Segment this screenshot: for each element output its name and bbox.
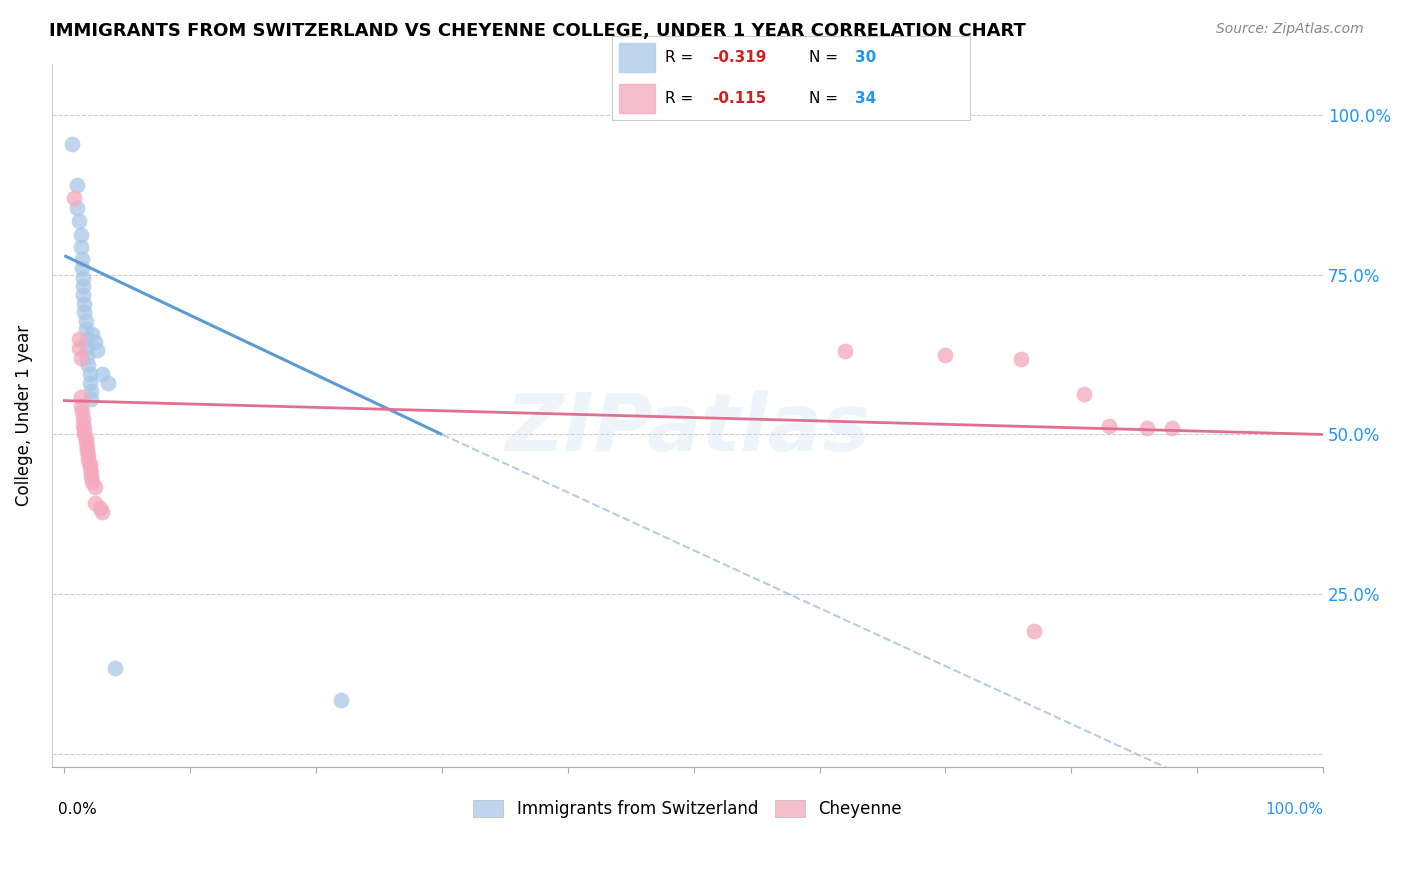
Point <box>69 332 91 346</box>
Text: IMMIGRANTS FROM SWITZERLAND VS CHEYENNE COLLEGE, UNDER 1 YEAR CORRELATION CHART: IMMIGRANTS FROM SWITZERLAND VS CHEYENNE … <box>49 22 1026 40</box>
Point <box>80 326 103 341</box>
Point <box>86 343 108 358</box>
Point <box>80 392 103 407</box>
Point <box>72 288 94 302</box>
Point <box>330 692 353 706</box>
Point <box>75 314 97 328</box>
Point <box>63 191 86 205</box>
Point <box>104 660 127 674</box>
Point <box>1022 624 1045 639</box>
Point <box>72 411 94 425</box>
Point <box>72 271 94 285</box>
Point <box>76 350 98 364</box>
Point <box>77 359 100 373</box>
Legend: Immigrants from Switzerland, Cheyenne: Immigrants from Switzerland, Cheyenne <box>467 794 908 825</box>
Point <box>70 252 93 266</box>
Point <box>70 405 93 419</box>
Point <box>72 417 94 432</box>
Y-axis label: College, Under 1 year: College, Under 1 year <box>15 325 32 506</box>
Point <box>77 448 100 462</box>
Point <box>91 367 114 381</box>
Point <box>76 440 98 454</box>
Point <box>1073 387 1095 401</box>
Point <box>70 261 93 276</box>
Point <box>97 376 120 391</box>
Bar <box>619 84 655 112</box>
Point <box>79 376 101 391</box>
Text: -0.115: -0.115 <box>711 91 766 106</box>
Text: R =: R = <box>665 50 699 65</box>
Point <box>60 136 83 151</box>
Point <box>89 500 111 515</box>
Point <box>69 391 91 405</box>
Text: N =: N = <box>808 50 842 65</box>
Text: 30: 30 <box>855 50 877 65</box>
Point <box>73 422 96 436</box>
Point <box>73 305 96 319</box>
Text: -0.319: -0.319 <box>711 50 766 65</box>
Point <box>1098 419 1121 434</box>
Point <box>1136 421 1159 435</box>
Point <box>80 475 103 490</box>
Point <box>83 480 105 494</box>
Point <box>69 240 91 254</box>
Point <box>75 322 97 336</box>
Point <box>80 470 103 484</box>
Point <box>72 279 94 293</box>
Text: 0.0%: 0.0% <box>58 802 97 817</box>
Point <box>69 341 91 355</box>
Point <box>1161 421 1184 435</box>
Point <box>79 458 101 472</box>
Point <box>80 384 103 398</box>
Text: R =: R = <box>665 91 699 106</box>
Point <box>79 461 101 475</box>
Point <box>75 435 97 450</box>
Point <box>80 466 103 480</box>
Point <box>76 332 98 346</box>
Point <box>69 228 91 243</box>
Point <box>75 431 97 445</box>
Bar <box>619 44 655 72</box>
Text: 34: 34 <box>855 91 877 106</box>
Point <box>79 367 101 381</box>
Point <box>76 340 98 354</box>
Text: 100.0%: 100.0% <box>1265 802 1323 817</box>
Point <box>73 427 96 442</box>
Point <box>69 399 91 413</box>
Point <box>834 344 856 359</box>
Point <box>66 178 89 193</box>
Point <box>77 453 100 467</box>
Point <box>934 348 956 362</box>
Point <box>73 296 96 310</box>
Point <box>76 444 98 458</box>
Text: N =: N = <box>808 91 842 106</box>
Point <box>83 496 105 510</box>
Point <box>66 201 89 215</box>
Text: ZIPatlas: ZIPatlas <box>505 391 870 468</box>
Point <box>83 334 105 349</box>
Point <box>1010 352 1032 367</box>
Point <box>91 505 114 519</box>
Point <box>69 351 91 365</box>
Point <box>69 213 91 227</box>
Text: Source: ZipAtlas.com: Source: ZipAtlas.com <box>1216 22 1364 37</box>
